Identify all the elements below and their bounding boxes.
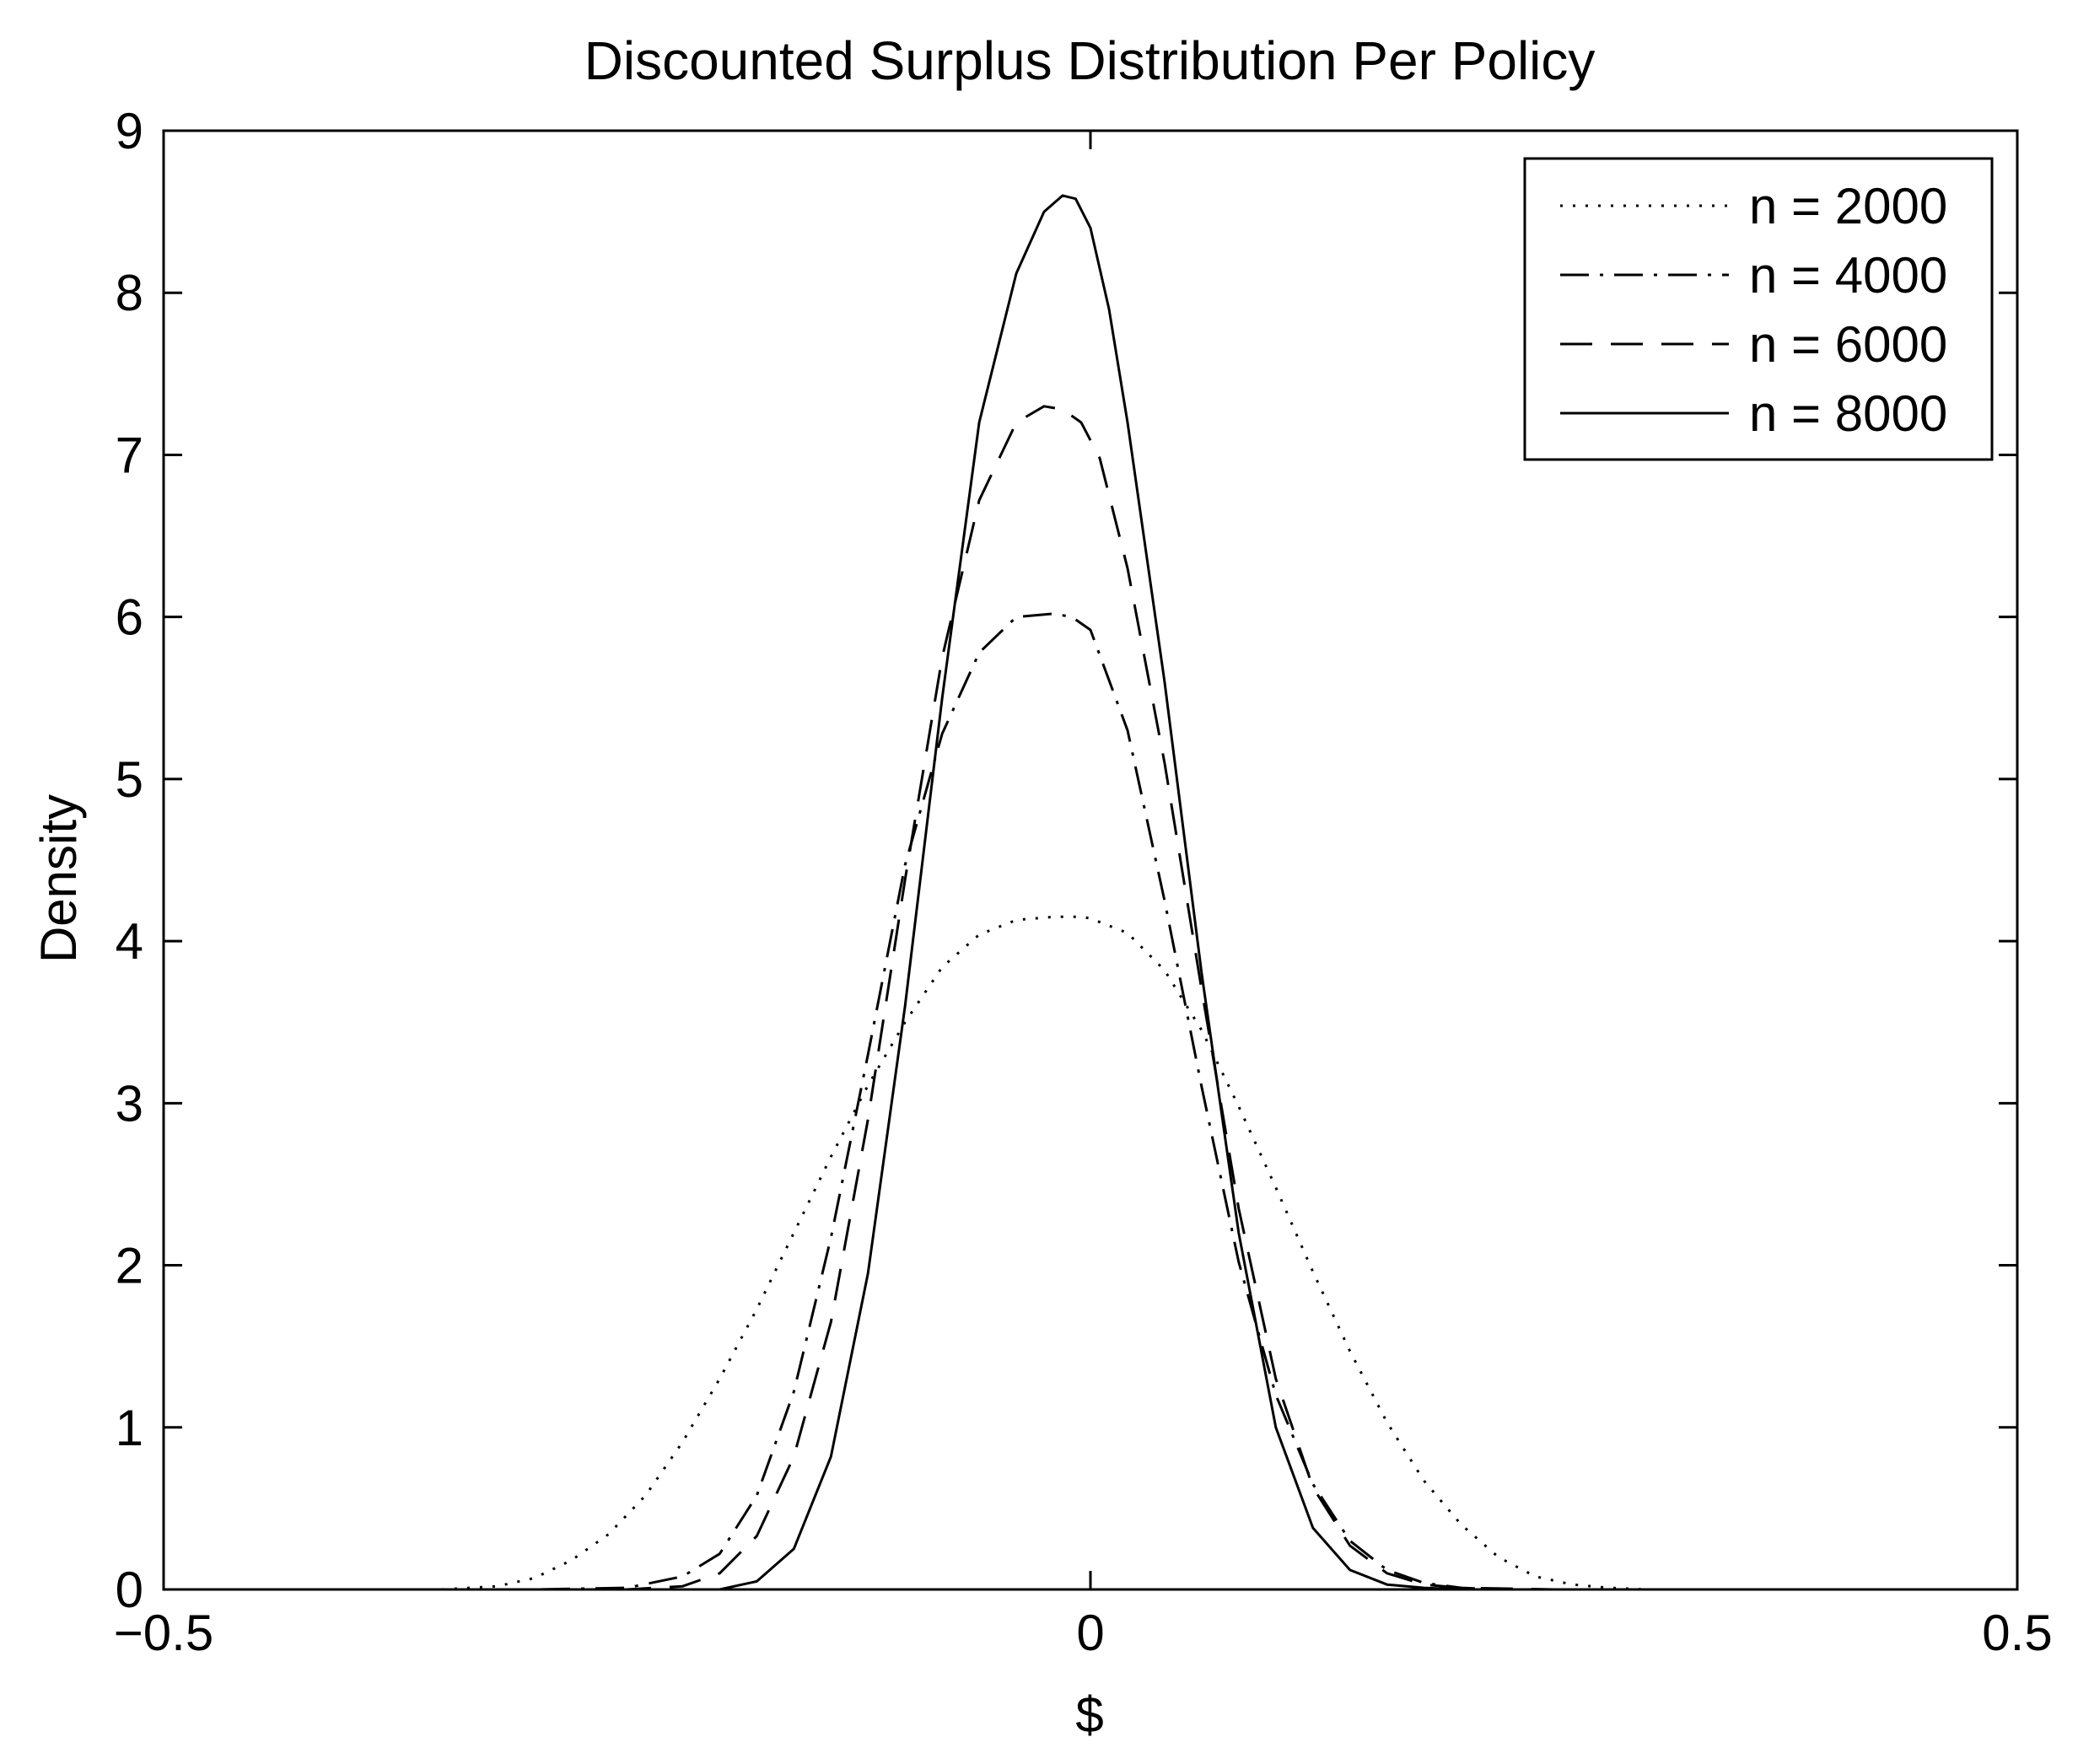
y-tick-label: 9 <box>116 103 143 159</box>
y-tick-label: 3 <box>116 1075 143 1132</box>
y-tick-label: 2 <box>116 1238 143 1294</box>
legend-box <box>1523 157 1994 461</box>
series-lines <box>164 194 2017 1589</box>
y-tick-label: 4 <box>116 913 143 970</box>
legend-label: n = 4000 <box>1749 247 1947 304</box>
y-tick-label: 8 <box>116 265 143 321</box>
x-tick-label: 0 <box>1076 1605 1104 1661</box>
y-axis-label: Density <box>30 794 87 963</box>
series-line-dashdot <box>164 612 2017 1589</box>
legend-label: n = 2000 <box>1749 178 1947 234</box>
y-tick-label: 7 <box>116 427 143 483</box>
chart-title: Discounted Surplus Distribution Per Poli… <box>584 30 1596 91</box>
x-tick-label: −0.5 <box>114 1605 213 1661</box>
legend: n = 2000 n = 4000 n = 6000 n = 8000 <box>1523 157 1994 461</box>
y-tick-label: 0 <box>116 1562 143 1618</box>
legend-entries: n = 2000 n = 4000 n = 6000 n = 8000 <box>1560 178 1947 442</box>
y-tick-label: 1 <box>116 1400 143 1456</box>
series-line-solid <box>164 194 2017 1589</box>
x-tick-label: 0.5 <box>1982 1605 2052 1661</box>
legend-label: n = 8000 <box>1749 385 1947 442</box>
y-tick-label: 6 <box>116 589 143 646</box>
y-tick-label: 5 <box>116 751 143 808</box>
series-line-dashed <box>164 405 2017 1589</box>
x-axis-label: $ <box>1075 1686 1103 1743</box>
legend-label: n = 6000 <box>1749 316 1947 373</box>
